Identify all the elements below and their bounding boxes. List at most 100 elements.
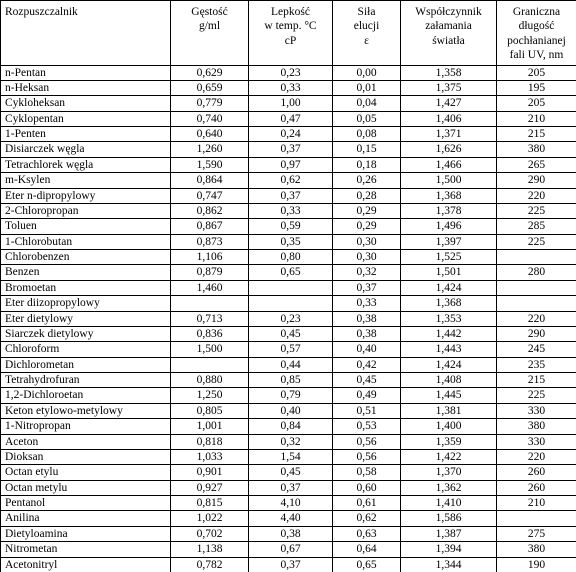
value-cell: 1,260 <box>171 142 249 157</box>
col-header-0: Rozpuszczalnik <box>1 1 171 66</box>
value-cell: 380 <box>497 142 576 157</box>
col-header-1: Gęstośćg/ml <box>171 1 249 66</box>
value-cell: 285 <box>497 219 576 234</box>
value-cell: 1,466 <box>401 157 497 172</box>
value-cell: 1,422 <box>401 449 497 464</box>
solvent-name-cell: Octan metylu <box>1 480 171 495</box>
value-cell: 4,40 <box>249 511 333 526</box>
solvent-name-cell: Nitrometan <box>1 542 171 557</box>
value-cell: 1,400 <box>401 419 497 434</box>
value-cell: 0,57 <box>249 342 333 357</box>
solvent-name-cell: 1-Penten <box>1 127 171 142</box>
value-cell: 1,001 <box>171 419 249 434</box>
value-cell <box>249 296 333 311</box>
value-cell: 0,23 <box>249 311 333 326</box>
value-cell: 220 <box>497 188 576 203</box>
value-cell: 0,37 <box>249 557 333 572</box>
value-cell: 1,375 <box>401 80 497 95</box>
value-cell: 210 <box>497 111 576 126</box>
table-body: n-Pentan0,6290,230,001,358205n-Heksan0,6… <box>1 65 576 572</box>
value-cell <box>497 511 576 526</box>
value-cell: 0,880 <box>171 373 249 388</box>
solvent-name-cell: Octan etylu <box>1 465 171 480</box>
value-cell: 330 <box>497 403 576 418</box>
value-cell: 0,779 <box>171 96 249 111</box>
value-cell: 0,37 <box>249 188 333 203</box>
value-cell: 0,56 <box>333 434 401 449</box>
value-cell: 0,29 <box>333 203 401 218</box>
value-cell: 1,250 <box>171 388 249 403</box>
value-cell: 1,443 <box>401 342 497 357</box>
value-cell: 0,33 <box>249 80 333 95</box>
table-row: Dioksan1,0331,540,561,422220 <box>1 449 576 464</box>
value-cell: 1,445 <box>401 388 497 403</box>
table-row: 1-Chlorobutan0,8730,350,301,397225 <box>1 234 576 249</box>
solvent-name-cell: Chlorobenzen <box>1 250 171 265</box>
solvent-name-cell: Aceton <box>1 434 171 449</box>
table-row: Eter dietylowy0,7130,230,381,353220 <box>1 311 576 326</box>
solvent-name-cell: Bromoetan <box>1 280 171 295</box>
solvent-name-cell: n-Heksan <box>1 80 171 95</box>
value-cell: 1,371 <box>401 127 497 142</box>
value-cell: 1,033 <box>171 449 249 464</box>
value-cell <box>171 296 249 311</box>
value-cell: 0,51 <box>333 403 401 418</box>
value-cell <box>497 280 576 295</box>
value-cell: 1,500 <box>401 173 497 188</box>
value-cell: 0,18 <box>333 157 401 172</box>
value-cell: 0,901 <box>171 465 249 480</box>
solvent-name-cell: Eter diizopropylowy <box>1 296 171 311</box>
value-cell: 380 <box>497 419 576 434</box>
value-cell: 0,867 <box>171 219 249 234</box>
value-cell: 205 <box>497 96 576 111</box>
value-cell: 0,45 <box>249 465 333 480</box>
value-cell: 0,42 <box>333 357 401 372</box>
value-cell: 0,28 <box>333 188 401 203</box>
value-cell: 210 <box>497 496 576 511</box>
solvent-name-cell: Chloroform <box>1 342 171 357</box>
value-cell: 0,818 <box>171 434 249 449</box>
value-cell: 1,54 <box>249 449 333 464</box>
value-cell: 0,58 <box>333 465 401 480</box>
value-cell: 0,40 <box>333 342 401 357</box>
value-cell: 0,927 <box>171 480 249 495</box>
solvent-name-cell: Toluen <box>1 219 171 234</box>
value-cell: 1,370 <box>401 465 497 480</box>
value-cell: 0,60 <box>333 480 401 495</box>
solvent-name-cell: Cyklopentan <box>1 111 171 126</box>
value-cell: 0,45 <box>333 373 401 388</box>
solvent-name-cell: Tetrahydrofuran <box>1 373 171 388</box>
value-cell: 260 <box>497 480 576 495</box>
value-cell: 215 <box>497 127 576 142</box>
table-row: Chloroform1,5000,570,401,443245 <box>1 342 576 357</box>
value-cell: 1,424 <box>401 357 497 372</box>
value-cell: 0,15 <box>333 142 401 157</box>
table-row: m-Ksylen0,8640,620,261,500290 <box>1 173 576 188</box>
value-cell: 0,30 <box>333 234 401 249</box>
value-cell: 0,79 <box>249 388 333 403</box>
value-cell: 1,442 <box>401 326 497 341</box>
solvent-name-cell: Eter n-dipropylowy <box>1 188 171 203</box>
value-cell: 260 <box>497 465 576 480</box>
value-cell: 205 <box>497 65 576 80</box>
value-cell: 0,836 <box>171 326 249 341</box>
value-cell: 1,378 <box>401 203 497 218</box>
value-cell: 0,640 <box>171 127 249 142</box>
solvent-name-cell: m-Ksylen <box>1 173 171 188</box>
value-cell: 0,32 <box>249 434 333 449</box>
value-cell: 0,62 <box>333 511 401 526</box>
value-cell: 0,85 <box>249 373 333 388</box>
value-cell: 0,37 <box>249 142 333 157</box>
table-row: Dichlorometan0,440,421,424235 <box>1 357 576 372</box>
value-cell: 0,80 <box>249 250 333 265</box>
value-cell: 1,022 <box>171 511 249 526</box>
value-cell: 0,33 <box>333 296 401 311</box>
value-cell: 290 <box>497 326 576 341</box>
value-cell: 0,782 <box>171 557 249 572</box>
table-row: Cykloheksan0,7791,000,041,427205 <box>1 96 576 111</box>
value-cell: 0,740 <box>171 111 249 126</box>
value-cell: 0,864 <box>171 173 249 188</box>
table-row: Eter n-dipropylowy0,7470,370,281,368220 <box>1 188 576 203</box>
value-cell: 1,368 <box>401 188 497 203</box>
value-cell: 0,65 <box>333 557 401 572</box>
